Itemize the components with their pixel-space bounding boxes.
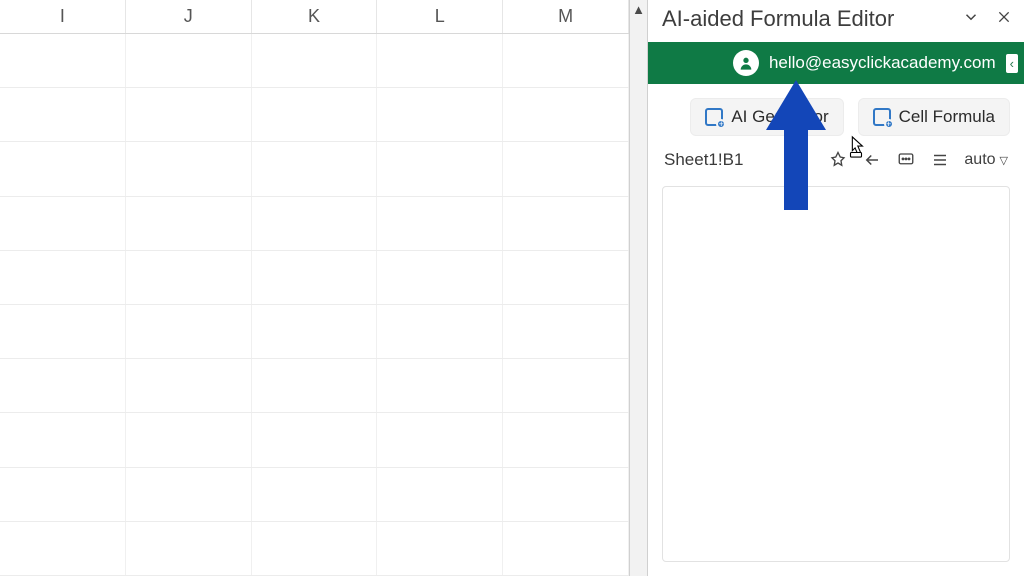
ai-generator-button[interactable]: + AI Generator xyxy=(690,98,843,136)
account-email: hello@easyclickacademy.com xyxy=(769,53,996,73)
column-header[interactable]: K xyxy=(252,0,378,33)
column-header[interactable]: J xyxy=(126,0,252,33)
cell[interactable] xyxy=(503,251,629,304)
ai-generator-label: AI Generator xyxy=(731,107,828,127)
cell[interactable] xyxy=(377,34,503,87)
cell[interactable] xyxy=(377,197,503,250)
cell[interactable] xyxy=(377,468,503,521)
table-row xyxy=(0,251,629,305)
cell[interactable] xyxy=(377,88,503,141)
cell[interactable] xyxy=(377,413,503,466)
scroll-up-icon[interactable]: ▲ xyxy=(630,2,647,17)
account-menu-toggle[interactable]: ‹ xyxy=(1006,54,1018,73)
cell[interactable] xyxy=(503,522,629,575)
formula-editor-area[interactable] xyxy=(662,186,1010,562)
table-row xyxy=(0,142,629,196)
cell[interactable] xyxy=(252,305,378,358)
cell[interactable] xyxy=(252,34,378,87)
cell[interactable] xyxy=(503,197,629,250)
cell[interactable] xyxy=(126,197,252,250)
comment-icon[interactable] xyxy=(896,150,916,170)
cell[interactable] xyxy=(0,468,126,521)
cell[interactable] xyxy=(252,88,378,141)
cell[interactable] xyxy=(377,305,503,358)
cell[interactable] xyxy=(126,34,252,87)
chevron-down-icon: ▽ xyxy=(1000,154,1008,167)
table-row xyxy=(0,359,629,413)
user-avatar-icon[interactable] xyxy=(733,50,759,76)
collapse-icon[interactable] xyxy=(962,8,980,31)
cell[interactable] xyxy=(503,88,629,141)
cell[interactable] xyxy=(377,251,503,304)
cell[interactable] xyxy=(252,359,378,412)
cell[interactable] xyxy=(252,197,378,250)
table-row xyxy=(0,197,629,251)
cell[interactable] xyxy=(126,468,252,521)
panel-button-row: + AI Generator + Cell Formula xyxy=(648,84,1024,144)
cell[interactable] xyxy=(503,305,629,358)
cell[interactable] xyxy=(377,522,503,575)
align-icon[interactable] xyxy=(930,150,950,170)
table-row xyxy=(0,34,629,88)
sheet-rows xyxy=(0,34,629,576)
cell[interactable] xyxy=(0,88,126,141)
formula-editor-panel: AI-aided Formula Editor hello@easyclicka… xyxy=(648,0,1024,576)
back-icon[interactable] xyxy=(862,150,882,170)
account-bar: hello@easyclickacademy.com ‹ xyxy=(648,42,1024,84)
cell[interactable] xyxy=(503,142,629,195)
cell[interactable] xyxy=(0,522,126,575)
cell[interactable] xyxy=(0,413,126,466)
app-root: I J K L M ▲ AI-aided Formula Editor xyxy=(0,0,1024,576)
panel-title: AI-aided Formula Editor xyxy=(662,6,894,32)
cell[interactable] xyxy=(0,305,126,358)
cell[interactable] xyxy=(252,251,378,304)
column-header-row: I J K L M xyxy=(0,0,629,34)
table-row xyxy=(0,522,629,576)
cell[interactable] xyxy=(126,142,252,195)
cell[interactable] xyxy=(252,522,378,575)
close-icon[interactable] xyxy=(996,9,1012,30)
table-row xyxy=(0,88,629,142)
pin-icon[interactable] xyxy=(828,150,848,170)
cell[interactable] xyxy=(126,305,252,358)
cell[interactable] xyxy=(0,359,126,412)
cell[interactable] xyxy=(252,468,378,521)
table-row xyxy=(0,468,629,522)
cell-reference: Sheet1!B1 xyxy=(664,150,743,170)
auto-label: auto xyxy=(964,151,995,169)
cell[interactable] xyxy=(126,413,252,466)
cell-formula-icon: + xyxy=(873,108,891,126)
cell[interactable] xyxy=(252,142,378,195)
cell[interactable] xyxy=(126,251,252,304)
cell[interactable] xyxy=(252,413,378,466)
spreadsheet: I J K L M xyxy=(0,0,630,576)
cell[interactable] xyxy=(126,88,252,141)
cell[interactable] xyxy=(0,251,126,304)
cell[interactable] xyxy=(503,413,629,466)
panel-header: AI-aided Formula Editor xyxy=(648,0,1024,42)
cell[interactable] xyxy=(503,359,629,412)
cell[interactable] xyxy=(126,522,252,575)
cell[interactable] xyxy=(126,359,252,412)
cell[interactable] xyxy=(503,34,629,87)
column-header[interactable]: I xyxy=(0,0,126,33)
table-row xyxy=(0,305,629,359)
column-header[interactable]: M xyxy=(503,0,629,33)
cell-formula-button[interactable]: + Cell Formula xyxy=(858,98,1010,136)
table-row xyxy=(0,413,629,467)
cell-formula-label: Cell Formula xyxy=(899,107,995,127)
auto-dropdown[interactable]: auto ▽ xyxy=(964,151,1008,169)
cell[interactable] xyxy=(377,142,503,195)
vertical-scrollbar[interactable]: ▲ xyxy=(630,0,648,576)
cell[interactable] xyxy=(0,142,126,195)
editor-toolbar: Sheet1!B1 auto ▽ xyxy=(648,144,1024,180)
ai-generator-icon: + xyxy=(705,108,723,126)
cell[interactable] xyxy=(0,34,126,87)
cell[interactable] xyxy=(377,359,503,412)
cell[interactable] xyxy=(503,468,629,521)
column-header[interactable]: L xyxy=(377,0,503,33)
cell[interactable] xyxy=(0,197,126,250)
